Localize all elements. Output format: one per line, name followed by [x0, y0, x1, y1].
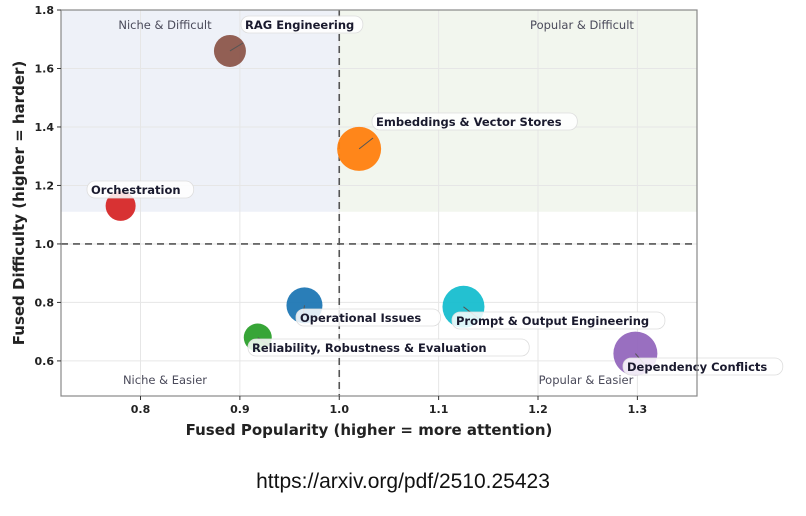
source-url-caption: https://arxiv.org/pdf/2510.25423: [256, 470, 550, 493]
data-label-box: [240, 15, 364, 34]
plot-frame: [60, 9, 698, 397]
quadrant-label: Niche & Easier: [123, 373, 207, 387]
y-tick-label: 0.8: [35, 296, 55, 309]
x-tick-label: 1.1: [429, 403, 449, 416]
data-label: Reliability, Robustness & Evaluation: [252, 341, 487, 355]
y-tick-label: 0.6: [35, 355, 55, 368]
x-tick-label: 0.8: [131, 403, 151, 416]
quadrant-label: Popular & Difficult: [530, 18, 634, 32]
data-label: Prompt & Output Engineering: [456, 314, 649, 328]
data-point: [105, 190, 136, 221]
data-label: Embeddings & Vector Stores: [376, 115, 562, 129]
label-leader-line: [229, 42, 244, 52]
label-leader-line: [358, 137, 374, 150]
data-label-box: [451, 311, 666, 330]
data-label-box: [86, 180, 195, 199]
quadrant-label: Niche & Difficult: [118, 18, 212, 32]
y-tick-label: 1.2: [35, 179, 55, 192]
quadrant-shade-niche-difficult: [61, 10, 340, 212]
x-tick-label: 0.9: [230, 403, 250, 416]
x-axis-label: Fused Popularity (higher = more attentio…: [186, 421, 553, 439]
data-label-box: [295, 308, 442, 327]
x-tick-label: 1.2: [528, 403, 548, 416]
data-label-box: [247, 338, 530, 357]
x-tick-label: 1.0: [330, 403, 350, 416]
y-tick-label: 1.8: [35, 4, 55, 17]
y-axis-label: Fused Difficulty (higher = harder): [10, 61, 28, 345]
data-label: Orchestration: [91, 183, 181, 197]
x-tick-label: 1.3: [628, 403, 648, 416]
scatter-chart: Niche & Difficult Popular & Difficult Nich…: [10, 4, 784, 439]
y-tick-label: 1.4: [35, 121, 55, 134]
quadrant-shade-popular-difficult: [339, 10, 697, 212]
y-tick-label: 1.0: [35, 238, 55, 251]
data-label: Operational Issues: [300, 311, 421, 325]
data-label-box: [622, 357, 784, 376]
quadrant-label: Popular & Easier: [539, 373, 634, 387]
data-label-box: [371, 112, 578, 131]
y-tick-label: 1.6: [35, 62, 55, 75]
data-label: RAG Engineering: [245, 18, 354, 32]
